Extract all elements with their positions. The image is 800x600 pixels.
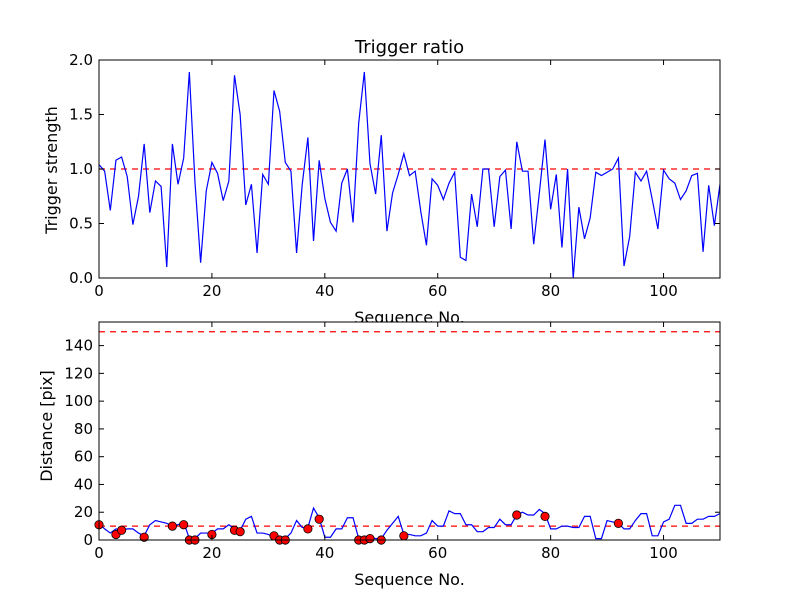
y-tick-label: 20: [74, 503, 93, 521]
y-axis-label: Distance [pix]: [37, 370, 56, 482]
data-point: [179, 520, 189, 530]
chart-title: Trigger ratio: [354, 37, 464, 58]
x-tick-label: 20: [202, 544, 221, 562]
data-point: [540, 511, 550, 521]
x-tick-label: 100: [649, 282, 678, 300]
y-tick-label: 100: [64, 392, 93, 410]
x-axis-label: Sequence No.: [354, 570, 465, 589]
data-point: [314, 514, 324, 524]
data-point: [365, 534, 375, 544]
y-tick-label: 140: [64, 337, 93, 355]
plot-area: [99, 322, 720, 540]
x-tick-label: 60: [428, 544, 447, 562]
y-tick-label: 0.5: [69, 215, 93, 233]
x-tick-label: 100: [649, 544, 678, 562]
x-tick-label: 60: [428, 282, 447, 300]
data-point: [512, 510, 522, 520]
y-tick-label: 1.0: [69, 160, 93, 178]
x-tick-label: 0: [94, 544, 104, 562]
x-tick-label: 80: [541, 282, 560, 300]
x-tick-label: 40: [315, 282, 334, 300]
x-tick-label: 20: [202, 282, 221, 300]
x-tick-label: 0: [94, 282, 104, 300]
y-tick-label: 120: [64, 364, 93, 382]
y-tick-label: 2.0: [69, 51, 93, 69]
plot-frame: [98, 321, 721, 541]
x-tick-label: 80: [541, 544, 560, 562]
y-tick-label: 60: [74, 448, 93, 466]
series-line: [99, 71, 720, 278]
data-point: [303, 524, 313, 534]
data-point: [139, 532, 149, 542]
data-point: [613, 518, 623, 528]
y-tick-label: 40: [74, 475, 93, 493]
x-tick-label: 40: [315, 544, 334, 562]
data-point: [399, 531, 409, 541]
distance-panel: Sequence No. Distance [pix] 0 20 40 60 80 100…: [37, 321, 721, 589]
y-tick-label: 1.5: [69, 106, 93, 124]
y-tick-label: 80: [74, 420, 93, 438]
y-tick-label: 0.0: [69, 269, 93, 287]
y-axis-label: Trigger strength: [42, 106, 61, 235]
data-point: [116, 525, 127, 535]
data-point: [235, 527, 245, 537]
data-point: [167, 521, 177, 531]
y-tick-label: 0: [83, 531, 93, 549]
trigger-ratio-panel: Trigger ratio Sequence No. Trigger stren…: [42, 37, 721, 327]
